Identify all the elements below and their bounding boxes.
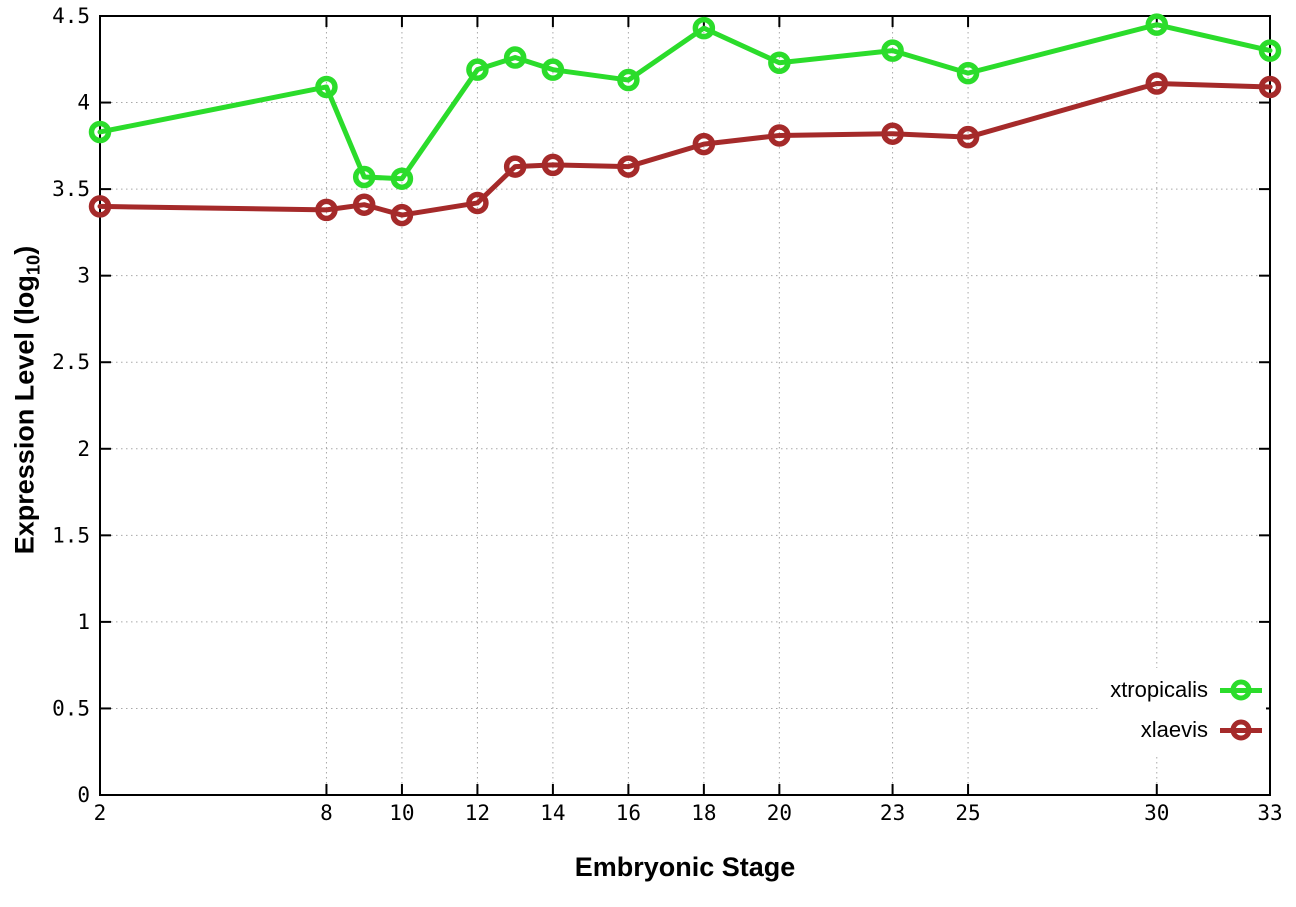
data-point-xtropicalis-18 — [692, 16, 716, 40]
data-point-xlaevis-10 — [390, 203, 414, 227]
y-tick-label: 3.5 — [52, 177, 90, 201]
plot-border — [99, 15, 1271, 796]
y-tick-label: 3 — [77, 264, 90, 288]
data-point-xlaevis-9 — [352, 193, 376, 216]
data-point-xtropicalis-25 — [956, 61, 980, 85]
data-point-xlaevis-8 — [315, 198, 338, 222]
legend-sample-xlaevis — [1220, 717, 1262, 743]
data-point-xlaevis-14 — [541, 153, 565, 177]
y-axis-title-text: Expression Level (log — [9, 275, 40, 555]
series-xlaevis — [88, 72, 1282, 227]
data-point-xlaevis-30 — [1145, 72, 1169, 95]
data-point-xtropicalis-30 — [1145, 13, 1169, 36]
legend-label-xtropicalis: xtropicalis — [1110, 677, 1208, 702]
y-tick-label: 2 — [77, 437, 90, 461]
x-tick-label: 16 — [616, 801, 641, 825]
x-tick-label: 12 — [465, 801, 490, 825]
y-tick-label: 1.5 — [52, 523, 90, 547]
y-axis-title-close: ) — [9, 245, 40, 255]
data-point-xlaevis-13 — [503, 155, 527, 178]
y-tick-label: 2.5 — [52, 350, 90, 374]
x-tick-label: 23 — [880, 801, 905, 825]
data-point-xlaevis-25 — [956, 125, 980, 149]
data-point-xtropicalis-20 — [768, 51, 791, 74]
x-tick-label: 10 — [389, 801, 414, 825]
x-tick-label: 18 — [691, 801, 716, 825]
y-axis-title: Expression Level (log10) — [9, 246, 44, 555]
x-tick-label: 14 — [540, 801, 565, 825]
series-xtropicalis — [88, 13, 1282, 190]
x-tick-label: 2 — [94, 801, 107, 825]
x-tick-label: 30 — [1144, 801, 1169, 825]
x-axis-title: Embryonic Stage — [574, 852, 796, 882]
data-point-xtropicalis-14 — [541, 58, 565, 81]
data-point-xtropicalis-2 — [88, 120, 112, 144]
data-point-xlaevis-2 — [88, 195, 112, 218]
data-point-xtropicalis-8 — [315, 75, 338, 99]
y-tick-label: 1 — [77, 610, 90, 634]
y-tick-label: 4 — [77, 91, 90, 115]
legend-marker-icon — [1230, 719, 1252, 741]
data-point-xlaevis-18 — [692, 132, 716, 156]
data-point-xlaevis-20 — [768, 124, 791, 147]
data-point-xtropicalis-16 — [617, 68, 640, 92]
legend-label-xlaevis: xlaevis — [1140, 717, 1208, 742]
x-tick-label: 33 — [1257, 801, 1282, 825]
data-point-xtropicalis-12 — [466, 58, 489, 81]
x-tick-label: 25 — [955, 801, 980, 825]
data-point-xtropicalis-23 — [881, 39, 904, 62]
data-point-xlaevis-16 — [617, 155, 640, 178]
legend-row-xlaevis: xlaevis — [1110, 710, 1262, 750]
data-point-xtropicalis-10 — [390, 167, 414, 190]
tick-labels: 2 8 10 12 14 16 18 20 23 25 30 33 0 0.5 1 1.5 2 2.5 3 3.5 4 4… — [52, 4, 1283, 825]
legend-row-xtropicalis: xtropicalis — [1110, 670, 1262, 710]
y-axis-title-subscript: 10 — [22, 254, 44, 276]
data-point-xtropicalis-9 — [352, 165, 376, 189]
data-point-xlaevis-33 — [1258, 75, 1282, 99]
y-tick-label: 4.5 — [52, 4, 90, 28]
data-point-xtropicalis-33 — [1258, 39, 1282, 62]
legend-marker-icon — [1230, 679, 1252, 701]
x-tick-label: 8 — [320, 801, 333, 825]
legend: xtropicalis xlaevis — [1100, 668, 1266, 756]
legend-sample-xtropicalis — [1220, 677, 1262, 703]
data-point-xtropicalis-13 — [503, 46, 527, 69]
y-tick-label: 0 — [77, 783, 90, 807]
x-tick-label: 20 — [767, 801, 792, 825]
data-point-xlaevis-23 — [881, 122, 904, 145]
data-point-xlaevis-12 — [466, 191, 489, 215]
y-tick-label: 0.5 — [52, 696, 90, 720]
